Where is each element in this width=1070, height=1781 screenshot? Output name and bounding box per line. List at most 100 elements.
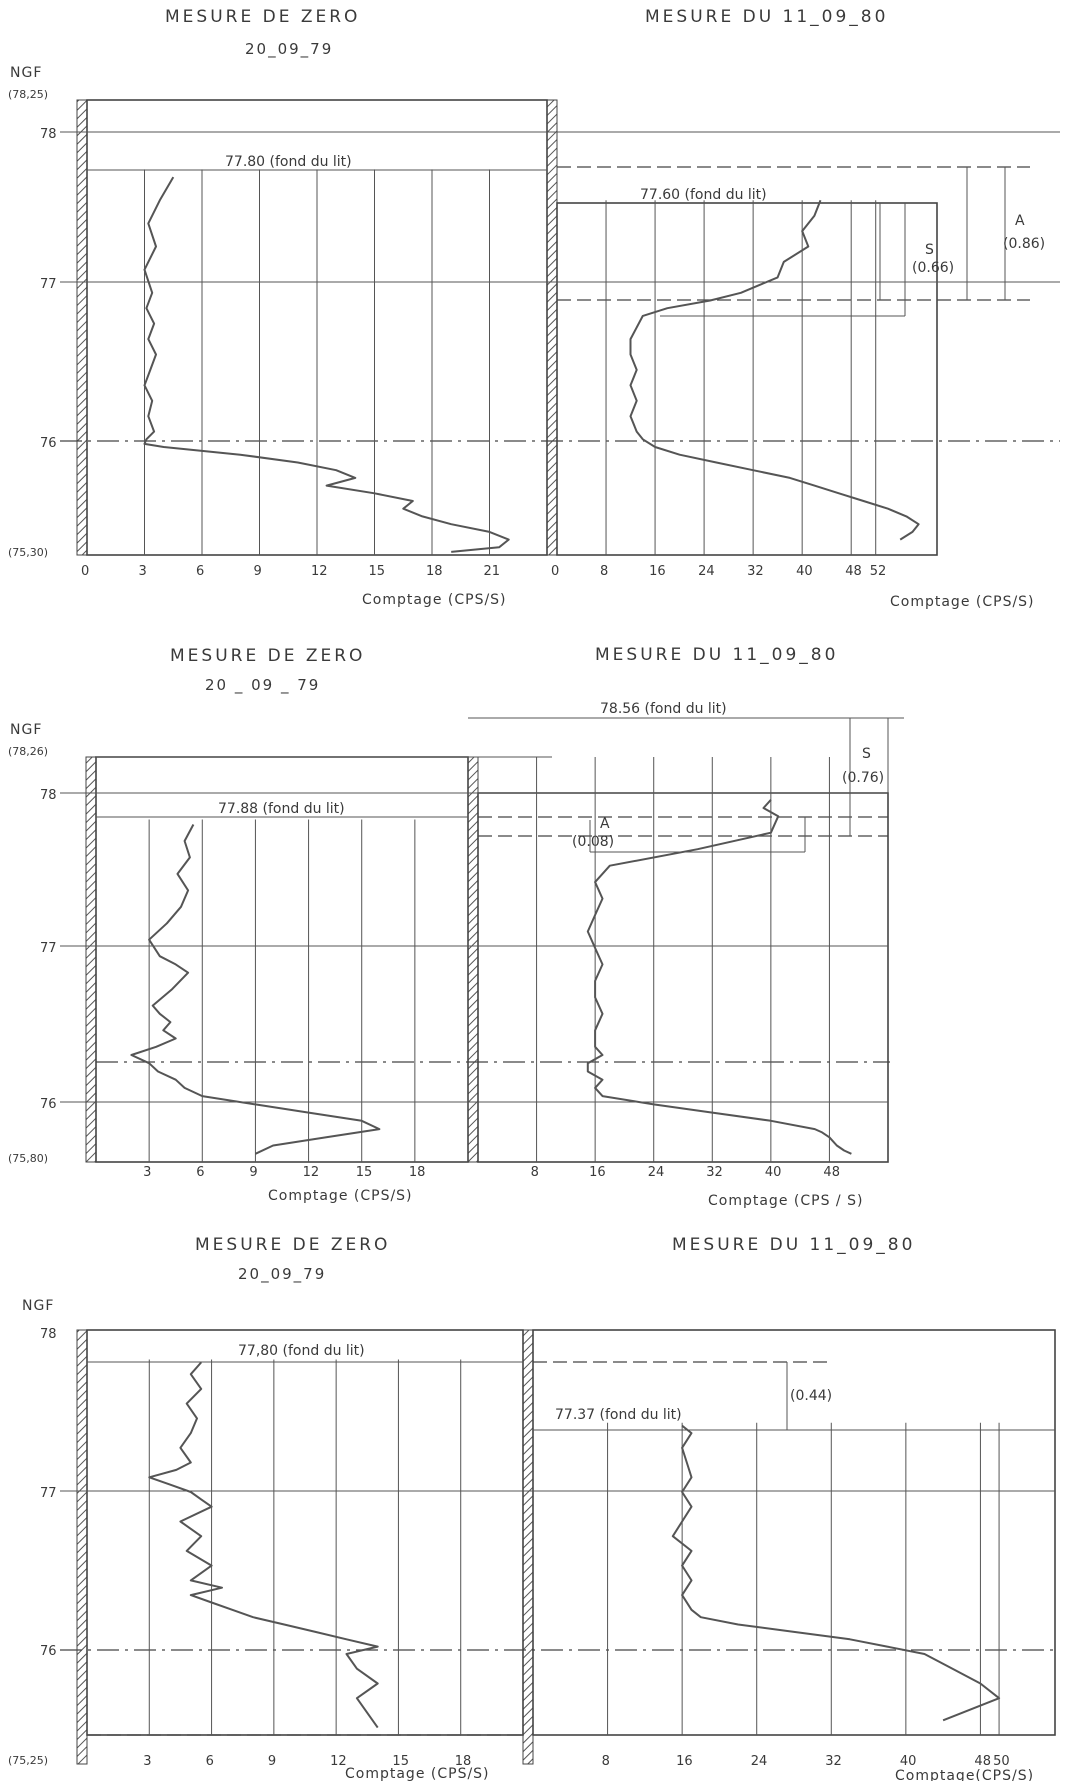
count-profile-line — [629, 199, 920, 541]
x-tick-label: 9 — [249, 1165, 257, 1180]
p2-left-title: MESURE DE ZERO — [170, 646, 365, 666]
p1-ytick-77: 77 — [40, 277, 57, 292]
count-profile-line — [148, 1361, 379, 1729]
x-tick-label: 12 — [311, 564, 328, 579]
p2-left-date: 20 _ 09 _ 79 — [205, 676, 320, 695]
p3-right-plot: 8 16 24 32 40 48 50 — [602, 1422, 1010, 1769]
p1-left-title: MESURE DE ZERO — [165, 7, 360, 27]
x-tick-label: 18 — [426, 564, 443, 579]
x-tick-label: 8 — [531, 1165, 539, 1180]
x-tick-label: 16 — [649, 564, 666, 579]
x-tick-label: 21 — [484, 564, 501, 579]
p2-right-frame — [477, 792, 889, 1163]
p2-right-bed-label: 78.56 (fond du lit) — [600, 701, 727, 717]
p3-ngf-label: NGF — [22, 1298, 54, 1314]
x-tick-label: 3 — [143, 1754, 151, 1769]
p1-ann-a: A — [1015, 213, 1025, 229]
p1-bottom-label: (75,30) — [8, 546, 48, 559]
p2-left-xlabel: Comptage (CPS/S) — [268, 1188, 413, 1204]
p2-left-frame — [95, 756, 469, 1163]
p3-bottom-label: (75,25) — [8, 1754, 48, 1767]
p2-left-hatch — [85, 756, 97, 1163]
p2-bottom-label: (75,80) — [8, 1152, 48, 1165]
p1-ytick-76: 76 — [40, 436, 57, 451]
p1-left-bed-label: 77.80 (fond du lit) — [225, 154, 352, 170]
p3-left-date: 20_09_79 — [238, 1265, 326, 1284]
panel-2: MESURE DE ZERO 20 _ 09 _ 79 MESURE DU 11… — [8, 645, 904, 1209]
x-tick-label: 0 — [551, 564, 559, 579]
p3-left-bed-label: 77,80 (fond du lit) — [238, 1343, 365, 1359]
p2-left-plot: 3 6 9 12 15 18 — [130, 819, 426, 1180]
panel-1: MESURE DE ZERO 20_09_79 MESURE DU 11_09_… — [8, 7, 1060, 610]
x-tick-label: 52 — [870, 564, 887, 579]
p2-ann-a: A — [600, 816, 610, 832]
p2-ytick-77: 77 — [40, 941, 57, 956]
p1-left-hatch — [76, 99, 88, 556]
x-tick-label: 8 — [600, 564, 608, 579]
x-tick-label: 15 — [369, 564, 386, 579]
x-tick-label: 6 — [206, 1754, 214, 1769]
x-tick-label: 48 — [845, 564, 862, 579]
x-tick-label: 24 — [648, 1165, 665, 1180]
p3-right-frame — [532, 1329, 1056, 1736]
p2-left-bed-label: 77.88 (fond du lit) — [218, 801, 345, 817]
panel-3: MESURE DE ZERO 20_09_79 MESURE DU 11_09_… — [8, 1235, 1056, 1781]
p1-ngf-label: NGF — [10, 65, 42, 81]
x-tick-label: 48 — [974, 1754, 991, 1769]
p2-ytick-76: 76 — [40, 1097, 57, 1112]
x-tick-label: 3 — [139, 564, 147, 579]
x-tick-label: 40 — [765, 1165, 782, 1180]
p1-ann-a-val: (0.86) — [1003, 236, 1045, 252]
p1-left-xlabel: Comptage (CPS/S) — [362, 592, 507, 608]
x-tick-label: 9 — [268, 1754, 276, 1769]
x-tick-label: 0 — [81, 564, 89, 579]
p2-ann-a-val: (0.08) — [572, 834, 614, 850]
p3-right-title: MESURE DU 11_09_80 — [672, 1235, 915, 1255]
x-tick-label: 6 — [196, 564, 204, 579]
x-tick-label: 3 — [143, 1165, 151, 1180]
p1-right-xlabel: Comptage (CPS/S) — [890, 594, 1035, 610]
count-profile-line — [586, 799, 852, 1155]
x-tick-label: 15 — [356, 1165, 373, 1180]
p1-right-frame — [556, 202, 938, 556]
p2-ytick-78: 78 — [40, 788, 57, 803]
p3-right-bed-label: 77.37 (fond du lit) — [555, 1407, 682, 1423]
x-tick-label: 8 — [602, 1754, 610, 1769]
p2-top-label: (78,26) — [8, 745, 48, 758]
p2-right-plot: 8 16 24 32 40 48 — [531, 757, 852, 1180]
p3-mid-hatch — [522, 1329, 534, 1765]
p1-right-title: MESURE DU 11_09_80 — [645, 7, 888, 27]
x-tick-label: 12 — [330, 1754, 347, 1769]
x-tick-label: 18 — [409, 1165, 426, 1180]
x-tick-label: 32 — [747, 564, 764, 579]
p2-right-xlabel: Comptage (CPS / S) — [708, 1193, 863, 1209]
p1-ytick-78: 78 — [40, 127, 57, 142]
x-tick-label: 24 — [751, 1754, 768, 1769]
x-tick-label: 32 — [706, 1165, 723, 1180]
x-tick-label: 32 — [825, 1754, 842, 1769]
count-profile-line — [143, 176, 510, 553]
x-tick-label: 40 — [796, 564, 813, 579]
x-tick-label: 6 — [196, 1165, 204, 1180]
p3-left-title: MESURE DE ZERO — [195, 1235, 390, 1255]
count-profile-line — [671, 1424, 1001, 1722]
x-tick-label: 16 — [589, 1165, 606, 1180]
p2-right-title: MESURE DU 11_09_80 — [595, 645, 838, 665]
p1-right-plot: 0 8 16 24 32 40 48 52 — [551, 199, 920, 579]
x-tick-label: 24 — [698, 564, 715, 579]
p1-left-plot: 0 3 6 9 12 15 18 21 — [81, 169, 510, 579]
p3-ytick-78: 78 — [40, 1327, 57, 1342]
x-tick-label: 18 — [455, 1754, 472, 1769]
p3-ytick-77: 77 — [40, 1486, 57, 1501]
p1-mid-hatch — [546, 99, 558, 556]
p1-left-date: 20_09_79 — [245, 40, 333, 59]
x-tick-label: 50 — [993, 1754, 1010, 1769]
p3-left-hatch — [76, 1329, 88, 1765]
count-profile-line — [130, 824, 381, 1155]
p3-left-frame — [86, 1329, 524, 1736]
x-tick-label: 40 — [900, 1754, 917, 1769]
p1-right-bed-label: 77.60 (fond du lit) — [640, 187, 767, 203]
p1-ann-s-val: (0.66) — [912, 260, 954, 276]
x-tick-label: 12 — [303, 1165, 320, 1180]
x-tick-label: 15 — [392, 1754, 409, 1769]
